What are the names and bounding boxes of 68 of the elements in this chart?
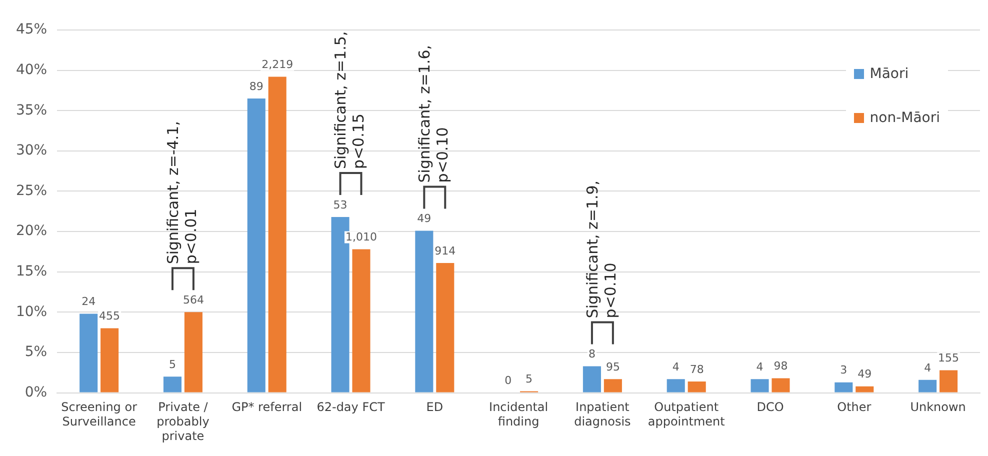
annotation: 24 bbox=[82, 295, 96, 308]
bar bbox=[268, 76, 286, 392]
annotation: 455 bbox=[99, 310, 120, 323]
y-tick-label: 40% bbox=[16, 62, 48, 78]
annotation: Significant, z=1.6, p<0.10 bbox=[416, 44, 452, 183]
annotation: 78 bbox=[690, 362, 704, 376]
y-tick-label: 5% bbox=[24, 344, 48, 360]
annotation: Significant, z=1.5, p<0.15 bbox=[332, 31, 368, 170]
bar bbox=[750, 379, 769, 392]
bar bbox=[772, 378, 790, 392]
bar bbox=[604, 379, 622, 392]
x-tick-label: Incidental finding bbox=[489, 400, 548, 429]
annotation: 1,010 bbox=[346, 230, 377, 244]
legend-label: Māori bbox=[870, 66, 909, 82]
y-tick-label: 15% bbox=[16, 264, 48, 280]
bar bbox=[688, 382, 706, 392]
bar bbox=[940, 370, 958, 392]
annotation: 5 bbox=[526, 372, 533, 386]
annotation: 8 bbox=[588, 348, 596, 361]
x-tick-label: Inpatient diagnosis bbox=[574, 400, 631, 429]
annotation: 564 bbox=[182, 294, 204, 307]
annotation: 155 bbox=[938, 352, 960, 365]
y-tick-label: 0% bbox=[24, 384, 48, 400]
bar bbox=[184, 312, 202, 392]
x-tick-label: Screening or Surveillance bbox=[61, 400, 138, 429]
bar bbox=[856, 386, 874, 392]
annotation: Significant, z=-4.1, p<0.01 bbox=[164, 120, 200, 264]
bar bbox=[436, 263, 454, 392]
legend-label: non-Māori bbox=[870, 110, 940, 126]
annotation: 49 bbox=[858, 368, 872, 381]
bar bbox=[100, 328, 119, 392]
annotation: 3 bbox=[840, 364, 848, 377]
annotation: 53 bbox=[333, 198, 348, 212]
y-tick-label: 45% bbox=[16, 22, 48, 38]
x-tick-label: Private / probably private bbox=[156, 400, 210, 443]
x-tick-label: Unknown bbox=[910, 400, 966, 414]
annotation: 914 bbox=[434, 244, 456, 258]
x-tick-label: Outpatient appointment bbox=[648, 400, 726, 429]
bar bbox=[582, 366, 601, 392]
annotation: Significant, z=1.9, p<0.10 bbox=[583, 180, 620, 318]
annotation: 98 bbox=[774, 360, 788, 373]
y-tick-label: 10% bbox=[16, 304, 48, 320]
annotation: 4 bbox=[924, 361, 932, 374]
x-tick-label: ED bbox=[426, 400, 444, 414]
bar bbox=[918, 380, 937, 392]
annotation: 2,219 bbox=[262, 58, 294, 72]
y-tick-label: 30% bbox=[16, 142, 48, 159]
x-tick-label: GP* referral bbox=[232, 400, 302, 414]
y-tick-label: 20% bbox=[16, 223, 48, 240]
bar bbox=[666, 379, 685, 392]
annotation: 4 bbox=[672, 360, 680, 374]
bar bbox=[163, 376, 182, 392]
x-tick-label: DCO bbox=[756, 400, 784, 414]
annotation: 49 bbox=[417, 212, 432, 226]
y-tick-label: 35% bbox=[16, 102, 48, 118]
bar bbox=[352, 249, 370, 392]
bar bbox=[834, 382, 853, 392]
bar bbox=[80, 314, 98, 392]
annotation: 95 bbox=[606, 360, 620, 374]
x-tick-label: 62-day FCT bbox=[316, 400, 386, 414]
annotation: 4 bbox=[756, 360, 764, 374]
annotation: 89 bbox=[249, 80, 264, 93]
annotation: 0 bbox=[504, 374, 512, 388]
bar bbox=[247, 98, 266, 392]
bar bbox=[415, 230, 434, 392]
annotation: 5 bbox=[168, 358, 176, 372]
y-tick-label: 25% bbox=[16, 182, 48, 199]
x-tick-label: Other bbox=[837, 400, 872, 414]
